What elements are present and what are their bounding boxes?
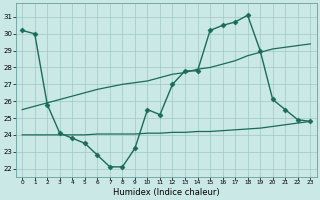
X-axis label: Humidex (Indice chaleur): Humidex (Indice chaleur)	[113, 188, 220, 197]
